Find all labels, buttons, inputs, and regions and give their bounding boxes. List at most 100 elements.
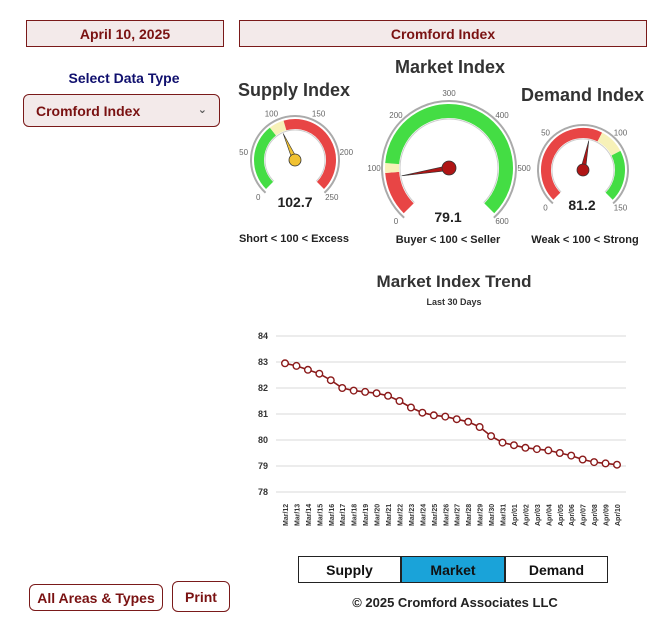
chevron-down-icon: ⌄: [197, 104, 207, 116]
copyright: © 2025 Cromford Associates LLC: [352, 595, 558, 610]
demand-gauge-tick-label: 0: [543, 203, 548, 212]
trend-xtick-label: Mar/29: [478, 504, 485, 526]
trend-point: [361, 387, 370, 396]
demand-gauge-band-red: [541, 128, 603, 200]
trend-point: [406, 403, 415, 412]
trend-point: [578, 455, 587, 464]
supply-gauge-tick-label: 200: [340, 148, 354, 157]
market-gauge-tick-label: 100: [367, 164, 381, 173]
demand-gauge-frame: [537, 124, 629, 205]
trend-point: [349, 386, 358, 395]
market-gauge-title: Market Index: [394, 57, 506, 77]
trend-xtick-label: Mar/20: [375, 504, 382, 526]
demand-gauge-band-green: [605, 150, 625, 200]
trend-point: [326, 376, 335, 385]
trend-point: [452, 415, 461, 424]
trend-xtick-label: Apr/01: [512, 504, 519, 526]
all-areas-types-button[interactable]: All Areas & Types: [29, 584, 163, 611]
tab-market[interactable]: Market: [401, 556, 505, 583]
market-gauge-inner-ring: [399, 118, 499, 204]
supply-gauge-tick-label: 0: [256, 193, 261, 202]
supply-gauge-tick-label: 100: [265, 110, 279, 119]
trend-xtick-label: Apr/06: [569, 504, 576, 526]
market-gauge-tick-label: 200: [389, 111, 403, 120]
trend-point: [429, 411, 438, 420]
trend-point: [521, 443, 530, 452]
trend-xtick-label: Apr/10: [615, 504, 622, 526]
tab-demand[interactable]: Demand: [505, 556, 608, 583]
data-type-select-value: Cromford Index: [36, 103, 141, 119]
trend-xtick-label: Mar/28: [466, 504, 473, 526]
trend-point: [418, 408, 427, 417]
trend-point: [292, 361, 301, 370]
trend-point: [441, 412, 450, 421]
trend-point: [544, 446, 553, 455]
demand-gauge-value: 81.2: [568, 197, 596, 213]
data-type-select[interactable]: Cromford Index ⌄: [23, 94, 220, 127]
trend-point: [498, 438, 507, 447]
market-gauge-tick-label: 300: [442, 89, 456, 98]
trend-xtick-label: Mar/12: [283, 504, 290, 526]
trend-xtick-label: Mar/24: [420, 504, 427, 526]
trend-point: [338, 383, 347, 392]
trend-xtick-label: Mar/27: [455, 504, 462, 526]
trend-point: [395, 396, 404, 405]
tab-supply[interactable]: Supply: [298, 556, 401, 583]
trend-point: [555, 448, 564, 457]
demand-gauge-tick-label: 100: [614, 129, 628, 138]
supply-gauge-band-red: [283, 119, 336, 189]
trend-xtick-label: Mar/26: [443, 504, 450, 526]
trend-chart-title: Market Index Trend: [376, 272, 532, 291]
market-gauge-needle-hub: [441, 160, 457, 176]
trend-xtick-label: Apr/04: [546, 504, 553, 526]
trend-xtick-label: Apr/07: [581, 504, 588, 526]
market-gauge-tick-label: 0: [394, 217, 399, 226]
supply-gauge-tick-label: 150: [312, 110, 326, 119]
supply-gauge-inner-ring: [264, 129, 326, 182]
trend-point: [315, 369, 324, 378]
supply-gauge-title: Supply Index: [237, 80, 351, 100]
trend-xtick-label: Mar/13: [294, 504, 301, 526]
trend-xtick-label: Mar/30: [489, 504, 496, 526]
trend-ytick-label: 79: [258, 461, 268, 471]
trend-point: [281, 359, 290, 368]
supply-gauge-value: 102.7: [277, 194, 313, 210]
supply-gauge-needle-hub: [288, 153, 302, 167]
trend-ytick-label: 81: [258, 409, 268, 419]
supply-gauge-caption: Short < 100 < Excess: [238, 233, 350, 245]
trend-point: [567, 451, 576, 460]
print-button[interactable]: Print: [172, 581, 230, 612]
supply-gauge: 0 50 100 150 200 250: [239, 110, 353, 202]
trend-point: [590, 458, 599, 467]
demand-gauge-inner-ring: [551, 138, 615, 193]
market-gauge: 0 100 200 300 400 500 600: [367, 89, 531, 226]
select-data-type-label: Select Data Type: [68, 70, 180, 86]
supply-gauge-tick-label: 250: [325, 193, 339, 202]
market-gauge-tick-label: 400: [495, 111, 509, 120]
demand-gauge: 0 50 100 150: [537, 124, 629, 212]
trend-point: [601, 459, 610, 468]
trend-xtick-label: Mar/31: [501, 504, 508, 526]
trend-point: [475, 422, 484, 431]
index-name-header: Cromford Index: [239, 20, 647, 47]
date-display: April 10, 2025: [26, 20, 224, 47]
trend-xtick-label: Apr/09: [604, 504, 611, 526]
trend-xtick-label: Apr/08: [592, 504, 599, 526]
trend-ytick-label: 80: [258, 435, 268, 445]
market-gauge-band-green: [385, 104, 513, 214]
trend-xtick-label: Mar/18: [352, 504, 359, 526]
trend-xtick-label: Mar/16: [329, 504, 336, 526]
trend-point: [384, 391, 393, 400]
gauges-svg: 0 50 100 150 200 250 0 100 200 300 400 500 600 0 50 1…: [239, 89, 629, 226]
demand-gauge-caption: Weak < 100 < Strong: [531, 234, 639, 246]
supply-gauge-band-green: [254, 127, 277, 189]
market-gauge-tick-label: 600: [495, 217, 509, 226]
trend-ytick-label: 84: [258, 331, 268, 341]
trend-xtick-label: Mar/21: [386, 504, 393, 526]
trend-ytick-label: 83: [258, 357, 268, 367]
trend-ytick-label: 78: [258, 487, 268, 497]
trend-xtick-label: Apr/03: [535, 504, 542, 526]
demand-gauge-band-yellow: [597, 132, 621, 156]
demand-gauge-tick-label: 50: [541, 129, 550, 138]
supply-gauge-tick-label: 50: [239, 148, 248, 157]
